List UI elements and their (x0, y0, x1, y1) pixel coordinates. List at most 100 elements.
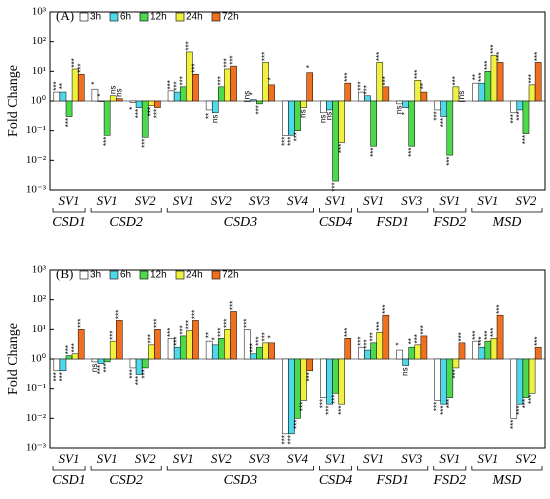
significance-label: *** (255, 337, 264, 346)
significance-label: *** (166, 328, 175, 337)
significance-label: *** (58, 372, 67, 381)
bar (396, 349, 403, 360)
significance-label: *** (261, 332, 270, 341)
significance-label: ** (204, 332, 213, 338)
category-label: SV1 (439, 451, 460, 466)
significance-label: *** (413, 334, 422, 343)
y-tick-label: 10⁰ (31, 95, 47, 107)
significance-label: *** (191, 64, 200, 73)
significance-label: *** (242, 319, 251, 328)
bar (147, 100, 155, 106)
bar (77, 73, 85, 102)
bar (522, 358, 530, 398)
bar (154, 100, 161, 108)
legend-label: 12h (150, 270, 167, 281)
significance-label: *** (489, 45, 498, 54)
category-label: SV1 (97, 193, 118, 208)
significance-label: *** (280, 435, 289, 444)
significance-label: * (305, 65, 314, 68)
significance-label: *** (280, 137, 289, 146)
bar (224, 68, 231, 102)
significance-label: *** (439, 118, 448, 127)
category-label: SV2 (211, 451, 232, 466)
category-label: SV1 (59, 451, 80, 466)
legend-label: 12h (150, 12, 167, 23)
significance-label: *** (337, 144, 346, 153)
legend-label: 3h (90, 12, 101, 23)
group-label: MSD (492, 473, 522, 488)
bar (218, 338, 225, 360)
category-label: SV1 (439, 193, 460, 208)
significance-label: *** (489, 328, 498, 337)
significance-label: *** (134, 109, 143, 118)
bar (97, 358, 105, 364)
significance-label: *** (439, 406, 448, 415)
significance-label: *** (216, 76, 225, 85)
significance-label: *** (369, 148, 378, 157)
category-label: SV1 (97, 451, 118, 466)
significance-label: ** (471, 74, 480, 80)
significance-label: *** (527, 395, 536, 404)
significance-label: *** (287, 435, 296, 444)
bar (256, 346, 263, 360)
significance-label: *** (166, 80, 175, 89)
legend-label: 24h (186, 270, 203, 281)
bar (230, 311, 237, 360)
significance-label: *** (363, 339, 372, 348)
bar (440, 100, 448, 117)
bar (364, 349, 371, 360)
significance-label: * (401, 112, 410, 115)
bar (320, 100, 327, 114)
significance-label: * (395, 343, 404, 346)
bar (522, 100, 530, 134)
bar (65, 355, 73, 360)
significance-label: ns (401, 367, 410, 375)
group-label: CSD2 (109, 473, 142, 488)
y-tick-label: 10⁻² (26, 412, 47, 424)
y-tick-label: 10⁻¹ (26, 124, 46, 136)
bar (458, 100, 466, 102)
bar (440, 358, 448, 405)
panel-label: (A) (56, 8, 74, 23)
significance-label: *** (477, 72, 486, 81)
bar (71, 353, 79, 360)
significance-label: *** (191, 310, 200, 319)
panel-label: (B) (56, 266, 73, 281)
bar (192, 73, 199, 102)
bar (91, 358, 99, 363)
y-tick-label: 10³ (32, 264, 47, 276)
significance-label: *** (515, 111, 524, 120)
legend-swatch (109, 270, 119, 280)
category-label: SV4 (287, 193, 308, 208)
bar (446, 100, 454, 156)
bar (282, 100, 289, 136)
bar (141, 358, 149, 369)
bar (256, 100, 263, 105)
bar (402, 358, 409, 366)
significance-label: *** (216, 328, 225, 337)
legend-swatch (109, 12, 119, 22)
bar (320, 358, 327, 398)
group-bracket (52, 208, 86, 213)
category-label: SV2 (515, 451, 536, 466)
y-tick-label: 10¹ (32, 323, 46, 335)
group-bracket (166, 466, 314, 471)
bar (332, 358, 339, 394)
significance-label: *** (319, 399, 328, 408)
significance-label: ns (210, 115, 219, 123)
significance-label: *** (363, 85, 372, 94)
significance-label: *** (521, 135, 530, 144)
significance-label: *** (128, 369, 137, 378)
significance-label: ** (407, 338, 416, 344)
significance-label: *** (381, 305, 390, 314)
significance-label: ns (319, 115, 328, 123)
bar (338, 358, 345, 405)
group-bracket (471, 466, 543, 471)
significance-label: *** (293, 132, 302, 141)
significance-label: *** (152, 319, 161, 328)
bar (344, 82, 352, 102)
y-tick-label: 10⁻³ (26, 184, 47, 196)
bar (218, 86, 225, 102)
significance-label: *** (114, 310, 123, 319)
